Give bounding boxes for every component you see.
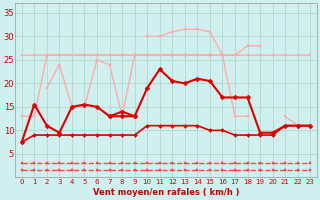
X-axis label: Vent moyen/en rafales ( km/h ): Vent moyen/en rafales ( km/h ) <box>93 188 239 197</box>
